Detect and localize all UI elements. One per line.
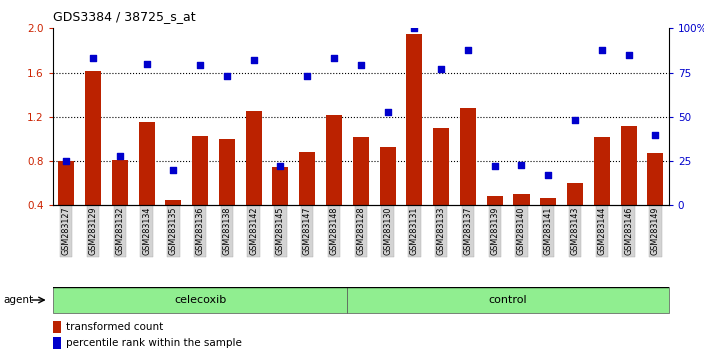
Bar	[246, 111, 262, 250]
Bar	[58, 161, 74, 250]
Point	[382, 109, 394, 114]
Bar	[53, 287, 347, 313]
Bar	[567, 183, 583, 250]
Bar	[139, 122, 155, 250]
Point	[623, 52, 634, 58]
Bar	[326, 115, 342, 250]
Bar	[219, 139, 235, 250]
Bar	[347, 287, 669, 313]
Point	[463, 47, 474, 52]
Point	[570, 118, 581, 123]
Bar	[433, 128, 449, 250]
Text: celecoxib: celecoxib	[174, 295, 226, 305]
Bar	[406, 34, 422, 250]
Point	[489, 164, 501, 169]
Bar	[53, 321, 61, 333]
Point	[194, 63, 206, 68]
Text: percentile rank within the sample: percentile rank within the sample	[66, 338, 242, 348]
Point	[301, 73, 313, 79]
Bar	[460, 108, 476, 250]
Bar	[85, 72, 101, 250]
Point	[168, 167, 179, 173]
Text: transformed count: transformed count	[66, 322, 163, 332]
Point	[516, 162, 527, 167]
Bar	[299, 152, 315, 250]
Point	[141, 61, 152, 67]
Bar	[513, 194, 529, 250]
Bar	[353, 137, 369, 250]
Text: agent: agent	[4, 295, 34, 305]
Point	[87, 56, 99, 61]
Point	[114, 153, 125, 159]
Point	[409, 25, 420, 31]
Point	[596, 47, 608, 52]
Point	[328, 56, 339, 61]
Bar	[648, 153, 663, 250]
Text: GDS3384 / 38725_s_at: GDS3384 / 38725_s_at	[53, 10, 196, 23]
Bar	[53, 337, 61, 349]
Bar	[486, 196, 503, 250]
Point	[543, 172, 554, 178]
Point	[221, 73, 232, 79]
Bar	[165, 200, 182, 250]
Bar	[379, 147, 396, 250]
Bar	[192, 136, 208, 250]
Point	[61, 158, 72, 164]
Bar	[621, 126, 636, 250]
Text: control: control	[489, 295, 527, 305]
Point	[650, 132, 661, 137]
Point	[436, 66, 447, 72]
Bar	[593, 137, 610, 250]
Bar	[272, 167, 289, 250]
Bar	[540, 198, 556, 250]
Point	[275, 164, 286, 169]
Point	[355, 63, 366, 68]
Bar	[112, 160, 128, 250]
Point	[248, 57, 259, 63]
